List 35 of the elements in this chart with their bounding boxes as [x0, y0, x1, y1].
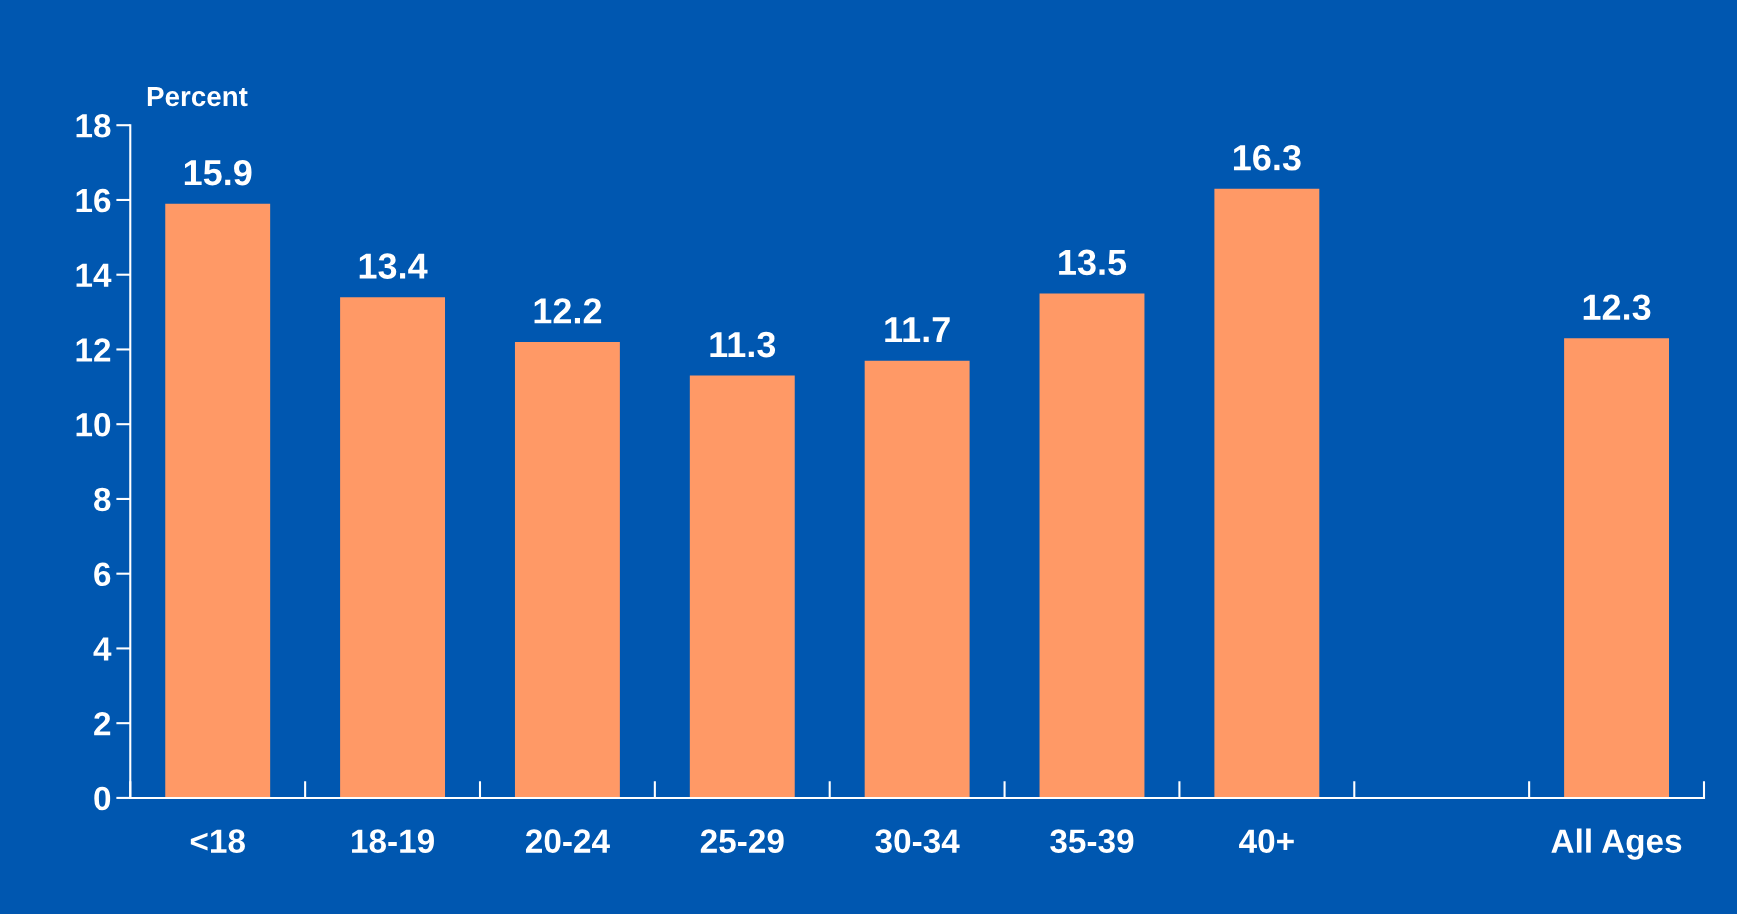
y-tick-label: 8: [94, 487, 111, 512]
x-tick-label: 20-24: [525, 829, 610, 853]
data-label: 11.3: [710, 331, 776, 358]
data-label: 16.3: [1233, 144, 1301, 171]
bar: [340, 297, 446, 798]
y-tick-label: 12: [76, 338, 111, 362]
data-label: 15.9: [184, 159, 252, 186]
bar: [165, 203, 271, 798]
y-tick-label: 6: [94, 562, 111, 587]
x-tick-label: All Ages: [1551, 828, 1682, 860]
y-tick-label: 16: [76, 188, 111, 213]
y-tick-label: 10: [76, 413, 111, 437]
x-tick-label: 18-19: [352, 829, 434, 853]
bar: [514, 341, 620, 798]
x-tick-label: 35-39: [1050, 829, 1134, 854]
bar: [1039, 293, 1145, 798]
y-axis-title: Percent: [147, 86, 248, 107]
x-tick-label: <18: [190, 829, 245, 853]
data-label: 13.4: [359, 253, 428, 279]
bar: [1214, 188, 1320, 798]
y-tick-label: 2: [94, 711, 111, 736]
data-label: 11.7: [885, 317, 950, 343]
bar: [1564, 338, 1670, 798]
y-tick-label: 4: [93, 637, 112, 661]
bar: [864, 360, 970, 798]
y-tick-label: 18: [76, 114, 111, 138]
y-tick-label: 14: [76, 263, 112, 287]
y-tick-label: 0: [94, 786, 111, 811]
data-label: 13.5: [1059, 249, 1127, 276]
data-label: 12.3: [1583, 294, 1651, 321]
x-tick-label: 30-34: [875, 829, 960, 854]
x-tick-label: 25-29: [700, 829, 784, 853]
bar: [689, 375, 795, 798]
x-tick-label: 40+: [1239, 829, 1294, 853]
data-label: 12.2: [534, 298, 602, 324]
